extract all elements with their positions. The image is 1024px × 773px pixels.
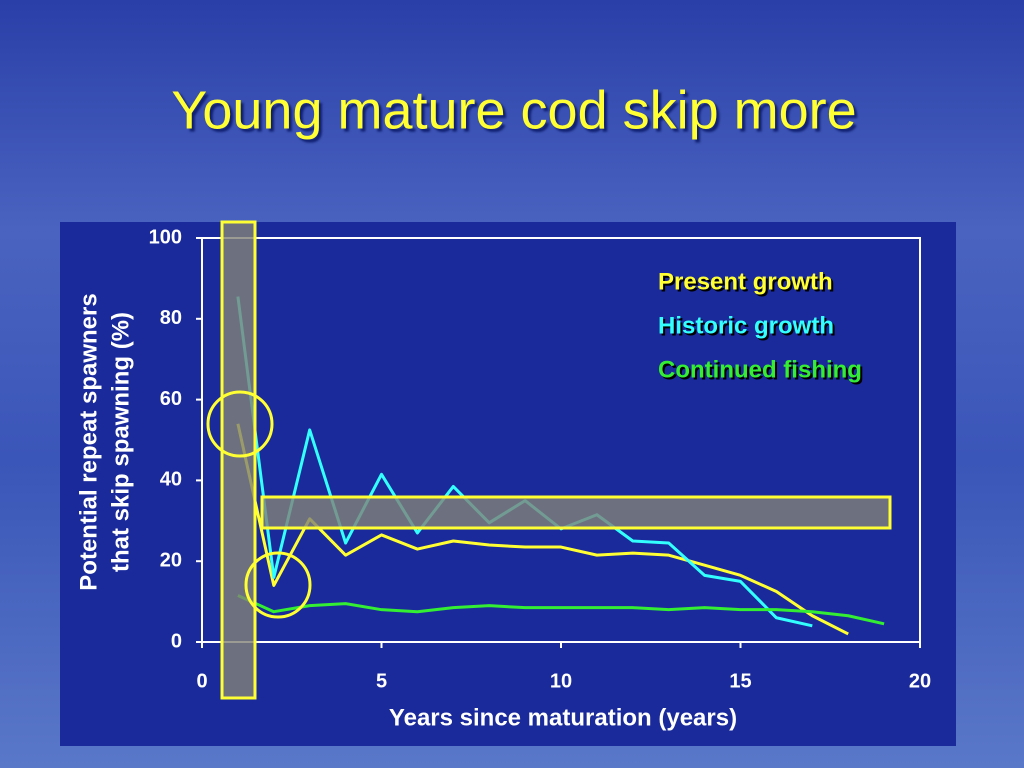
y-tick-label: 20 [160,549,182,571]
x-tick-label: 10 [550,670,572,692]
series-line [237,594,885,626]
x-axis-label: Years since maturation (years) [389,704,737,731]
highlight-band [260,495,892,530]
y-tick-label: 80 [160,307,182,329]
highlight-circle [244,551,312,619]
y-tick-label: 100 [149,226,182,248]
y-tick-label: 40 [160,469,182,491]
legend-entry: Continued fishing [658,356,862,383]
x-tick-label: 0 [196,670,207,692]
x-tick-label: 15 [729,670,751,692]
legend-entry: Historic growth [658,312,834,339]
series-line [236,423,849,636]
x-tick-label: 20 [909,670,931,692]
highlights [206,220,892,700]
highlight-column [220,220,257,700]
highlight-circle [206,390,274,458]
y-tick-label: 0 [171,630,182,652]
y-axis-label: that skip spawning (%) [107,312,134,572]
axes: 0 20 40 60 80 100 0 5 10 15 20 [149,226,932,692]
slide-title: Young mature cod skip more [171,80,856,140]
y-axis-label: Potential repeat spawners [75,293,102,590]
legend: Present growth Historic growth Continued f… [658,268,862,383]
x-tick-label: 5 [376,670,387,692]
chart-panel [60,222,956,746]
legend-entry: Present growth [658,268,833,295]
y-tick-label: 60 [160,388,182,410]
